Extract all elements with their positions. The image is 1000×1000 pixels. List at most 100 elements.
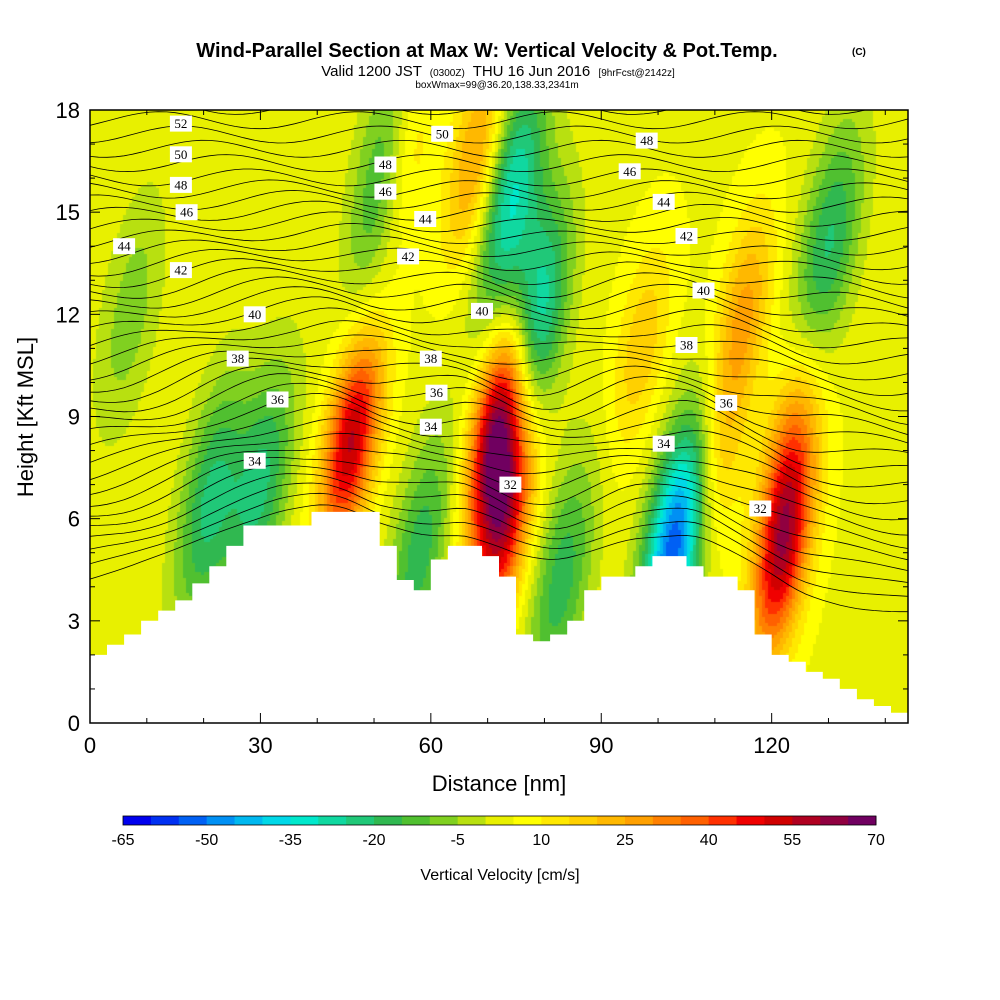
theta-contour-line: [90, 296, 908, 349]
theta-contour-line: [90, 179, 908, 200]
theta-contour-line: [90, 258, 908, 299]
theta-contour-line: [90, 200, 908, 227]
colorbar-swatch: [597, 816, 626, 825]
colorbar-swatch: [680, 816, 710, 825]
theta-contour-label: 42: [675, 228, 698, 244]
chart-subtitle: Valid 1200 JST (0300Z) THU 16 Jun 2016 […: [321, 63, 675, 80]
theta-contour-label: 46: [175, 204, 198, 221]
chart-subtitle-box: boxWmax=99@36.20,138.33,2341m: [415, 80, 578, 91]
colorbar-swatch: [346, 816, 375, 825]
svg-text:38: 38: [680, 338, 693, 353]
svg-text:50: 50: [436, 126, 449, 141]
colorbar-swatch: [178, 816, 208, 825]
colorbar-tick-label: 70: [867, 832, 885, 849]
colorbar-swatch: [569, 816, 598, 825]
plot-area: 52 50 48 46 44 42 40 38 36 34 50 48 46 44 42 40 38 36 34 32…: [89, 109, 909, 724]
svg-text:52: 52: [174, 116, 187, 131]
colorbar-frame: [122, 815, 877, 826]
y-tick-label: 12: [56, 302, 80, 327]
svg-text:34: 34: [657, 436, 671, 451]
theta-contour-line: [90, 504, 908, 613]
theta-contour-label: 42: [397, 248, 420, 265]
svg-text:34: 34: [424, 419, 438, 434]
theta-contour-label: 44: [113, 238, 136, 255]
colorbar-swatch: [541, 816, 570, 825]
theta-contour-line: [90, 267, 908, 309]
colorbar-tick-label: 55: [783, 832, 801, 849]
svg-text:48: 48: [174, 177, 187, 192]
theta-contour-label: 32: [749, 500, 772, 517]
colorbar-tick-label: 10: [532, 832, 550, 849]
x-tick-label: 90: [589, 733, 613, 758]
colorbar-swatch: [290, 816, 319, 825]
theta-contour-line: [90, 190, 908, 213]
theta-contour-line: [90, 464, 908, 561]
colorbar-tick-label: -20: [362, 832, 385, 849]
colorbar-label: Vertical Velocity [cm/s]: [420, 867, 579, 884]
svg-text:32: 32: [504, 477, 517, 492]
colorbar-swatch: [736, 816, 765, 825]
y-tick-label: 3: [68, 609, 80, 634]
colorbar-tick-label: 25: [616, 832, 634, 849]
theta-contour-labels: 52 50 48 46 44 42 40 38 36 34 50 48 46 44 42 40 38 36 34 32…: [113, 115, 772, 517]
theta-contour-line: [90, 286, 908, 333]
x-tick-label: 60: [419, 733, 443, 758]
colorbar-swatch: [820, 816, 849, 825]
subtitle-date: THU 16 Jun 2016: [473, 63, 591, 80]
theta-contour-label: 48: [169, 176, 192, 193]
theta-contour-label: 38: [675, 337, 698, 353]
theta-contour-line: [90, 365, 908, 436]
svg-text:44: 44: [657, 194, 671, 209]
subtitle-forecast: [9hrFcst@2142z]: [598, 68, 675, 79]
colorbar-swatch: [374, 816, 403, 825]
theta-contour-label: 34: [419, 418, 442, 435]
y-tick-label: 15: [56, 200, 80, 225]
theta-contour-label: 34: [652, 435, 675, 452]
theta-contour-line: [90, 211, 908, 241]
svg-text:42: 42: [680, 229, 693, 244]
theta-contour-line: [90, 373, 908, 444]
colorbar-tick-label: -35: [279, 832, 302, 849]
theta-contour-line: [90, 432, 908, 521]
theta-contour-label: 50: [431, 125, 454, 142]
colorbar-swatch: [457, 816, 487, 825]
svg-text:36: 36: [720, 395, 734, 410]
svg-text:44: 44: [118, 239, 132, 254]
x-axis-label: Distance [nm]: [432, 771, 567, 796]
svg-text:36: 36: [430, 385, 444, 400]
x-axis: 0 30 60 90 120: [84, 110, 886, 758]
theta-contour-line: [90, 154, 908, 173]
colorbar-tick-label: -5: [451, 832, 465, 849]
svg-text:38: 38: [231, 351, 244, 366]
subtitle-valid-time: Valid 1200 JST: [321, 63, 421, 80]
colorbar-swatch: [848, 816, 877, 825]
theta-contour-label: 48: [635, 132, 658, 149]
theta-contour-label: 36: [715, 394, 738, 411]
theta-contour-line: [90, 320, 908, 381]
colorbar-swatch: [123, 816, 152, 825]
svg-text:40: 40: [697, 283, 710, 298]
x-tick-label: 30: [248, 733, 272, 758]
theta-contour-label: 38: [226, 350, 249, 367]
svg-text:32: 32: [754, 501, 767, 516]
theta-contour-label: 40: [471, 302, 493, 319]
colorbar-swatch: [625, 816, 654, 825]
svg-text:42: 42: [402, 249, 415, 264]
chart-title: Wind-Parallel Section at Max W: Vertical…: [196, 40, 777, 62]
subtitle-utc: (0300Z): [430, 68, 465, 79]
svg-text:48: 48: [379, 157, 392, 172]
colorbar-swatch: [708, 816, 738, 825]
x-tick-label: 0: [84, 733, 96, 758]
theta-contour-label: 38: [419, 350, 442, 367]
svg-text:40: 40: [248, 307, 261, 322]
theta-contour-line: [90, 382, 908, 453]
theta-contour-line: [201, 110, 867, 115]
theta-contour-label: 36: [266, 391, 289, 408]
theta-contour-line: [90, 418, 908, 505]
svg-text:44: 44: [419, 212, 433, 227]
theta-contour-line: [90, 473, 908, 571]
theta-contour-line: [90, 482, 908, 583]
theta-contour-label: 52: [169, 115, 192, 132]
y-tick-label: 9: [68, 405, 80, 430]
theta-contour-label: 44: [414, 211, 437, 227]
